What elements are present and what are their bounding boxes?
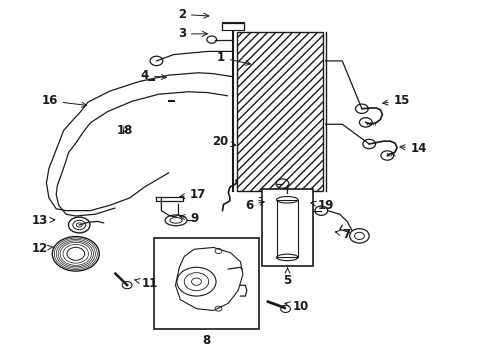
Text: 9: 9 — [180, 212, 199, 225]
Bar — [154, 238, 259, 329]
Text: 10: 10 — [285, 300, 308, 313]
Bar — [261, 189, 312, 266]
Text: 7: 7 — [335, 228, 350, 240]
FancyBboxPatch shape — [222, 22, 244, 30]
Text: 3: 3 — [177, 27, 207, 40]
Text: 8: 8 — [202, 334, 210, 347]
Text: 20: 20 — [212, 135, 235, 148]
Text: 15: 15 — [382, 94, 409, 107]
Text: 1: 1 — [216, 51, 250, 66]
Bar — [276, 200, 298, 257]
Text: 11: 11 — [135, 277, 158, 290]
Text: 5: 5 — [283, 268, 291, 287]
Bar — [237, 32, 322, 191]
Text: 16: 16 — [41, 94, 86, 107]
Text: 14: 14 — [399, 142, 426, 155]
Text: 12: 12 — [32, 242, 53, 255]
Text: 2: 2 — [177, 8, 208, 21]
Text: 19: 19 — [310, 199, 333, 212]
Text: 18: 18 — [116, 124, 132, 137]
Text: 6: 6 — [244, 199, 264, 212]
Text: 17: 17 — [180, 188, 205, 201]
Text: 4: 4 — [141, 69, 166, 82]
Text: 13: 13 — [32, 214, 55, 227]
